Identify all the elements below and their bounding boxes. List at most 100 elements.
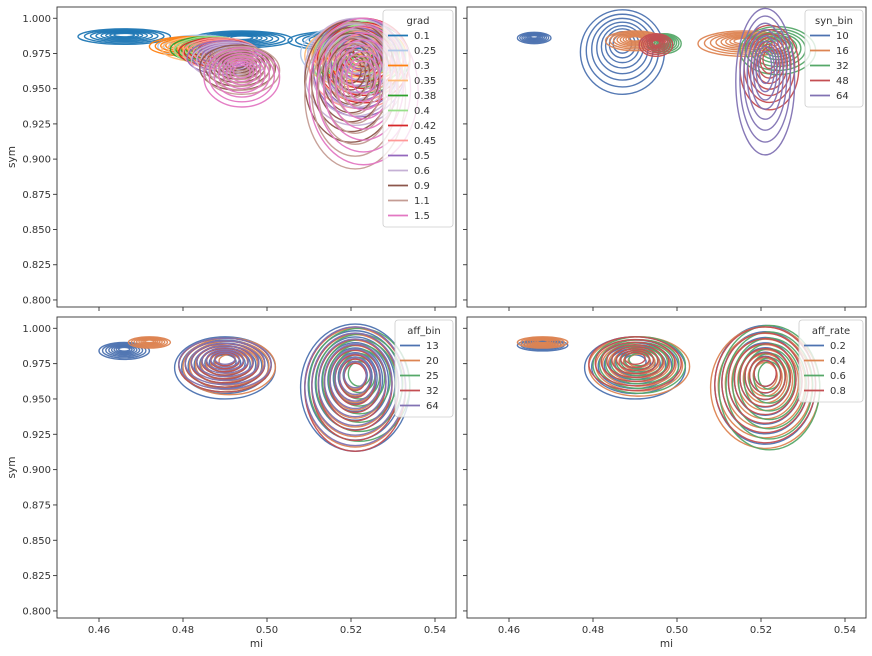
contour-level-3 (323, 343, 387, 418)
legend-label: 64 (836, 91, 849, 102)
legend-label: 0.4 (414, 106, 430, 117)
legend-label: 16 (836, 46, 849, 57)
contour-level-4 (611, 346, 659, 375)
contour-layer (516, 7, 817, 156)
legend-label: 32 (836, 61, 849, 72)
legend-label: 25 (426, 371, 439, 382)
contour-level-6 (229, 62, 255, 83)
x-tick-label: 0.52 (340, 625, 362, 636)
legend-label: 64 (426, 401, 439, 412)
y-tick-label: 0.800 (22, 295, 51, 306)
legend-box (394, 319, 454, 418)
legend-label: 0.4 (830, 356, 846, 367)
legend-label: 0.38 (414, 91, 436, 102)
contour-level-3 (196, 344, 254, 378)
legend: syn_bin 10 16 32 48 64 (804, 9, 864, 108)
x-tick-label: 0.46 (498, 625, 520, 636)
contour-level-4 (754, 40, 785, 85)
y-tick-label: 0.900 (22, 465, 51, 476)
legend-title: grad (407, 16, 430, 27)
x-tick-label: 0.54 (424, 625, 446, 636)
contour-level-0 (735, 7, 796, 156)
contour-level-7 (624, 351, 646, 366)
contour-level-7 (343, 360, 367, 389)
contour-level-1 (208, 48, 276, 91)
legend-label: 10 (836, 31, 849, 42)
contour-level-6 (338, 59, 372, 107)
contour-level-4 (222, 54, 262, 81)
y-tick-label: 0.950 (22, 84, 51, 95)
contour-level-0 (203, 45, 281, 96)
y-tick-label: 0.925 (22, 430, 51, 441)
legend: aff_rate 0.2 0.4 0.6 0.8 (798, 319, 864, 403)
contour-level-1 (184, 340, 266, 386)
x-axis-label: mi (250, 638, 263, 650)
y-tick-label: 0.975 (22, 49, 51, 60)
contour-level-7 (113, 32, 136, 38)
contour-level-4 (201, 347, 249, 374)
x-tick-label: 0.50 (666, 625, 688, 636)
legend-label: 13 (426, 341, 439, 352)
contour-level-5 (334, 54, 377, 115)
contour-level-6 (338, 45, 372, 80)
contour-level-6 (338, 356, 372, 396)
legend-box (798, 319, 864, 403)
legend-label: 0.42 (414, 121, 436, 132)
contour-level-3 (733, 343, 797, 416)
contour-level-3 (645, 36, 667, 52)
contour-level-0 (77, 28, 172, 46)
contour-level-7 (350, 60, 377, 95)
contour-level-2 (190, 342, 260, 382)
contour-level-7 (758, 50, 773, 85)
contour-level-5 (332, 351, 378, 405)
legend-label: 32 (426, 386, 439, 397)
contour-level-2 (600, 341, 670, 383)
legend-label: 0.2 (830, 341, 846, 352)
y-tick-label: 0.975 (22, 359, 51, 370)
legend-label: 0.8 (830, 386, 846, 397)
x-axis-label: mi (660, 638, 673, 650)
legend-box (804, 9, 864, 108)
panel-bottom-right: 0.46 0.48 0.50 0.52 0.54 mi aff_rate 0.2 0.4 0.6 0… (463, 316, 867, 650)
legend-title: aff_rate (812, 326, 850, 337)
contour-level-1 (739, 15, 792, 143)
legend-label: 0.5 (414, 151, 430, 162)
contour-level-5 (225, 56, 258, 78)
contour-level-2 (213, 53, 271, 98)
y-tick-label: 1.000 (22, 324, 51, 335)
series-0.8 (588, 326, 817, 444)
contour-level-1 (101, 342, 147, 359)
contour-level-0 (178, 337, 272, 390)
contour-level-3 (606, 343, 664, 379)
x-tick-label: 0.48 (582, 625, 604, 636)
y-tick-label: 0.875 (22, 500, 51, 511)
legend-label: 0.1 (414, 31, 430, 42)
series-64 (735, 7, 796, 156)
contour-level-0 (98, 341, 151, 361)
contour-level-7 (117, 346, 131, 352)
plot-frame (466, 6, 867, 308)
contour-level-6 (345, 55, 382, 103)
legend-title: syn_bin (815, 16, 853, 27)
legend-title: aff_bin (407, 326, 440, 337)
contour-level-7 (144, 339, 155, 344)
legend-label: 0.35 (414, 76, 436, 87)
legend-label: 0.45 (414, 136, 436, 147)
contour-level-7 (232, 64, 251, 79)
y-tick-label: 0.900 (22, 155, 51, 166)
contour-level-5 (334, 352, 377, 402)
y-axis-label: sym (6, 146, 18, 168)
contour-level-4 (329, 348, 382, 410)
x-tick-label: 0.46 (88, 625, 110, 636)
legend-label: 0.3 (414, 61, 430, 72)
contour-level-6 (748, 356, 782, 394)
contour-level-4 (646, 37, 666, 50)
series-64 (178, 326, 407, 447)
y-tick-label: 0.825 (22, 571, 51, 582)
contour-level-1 (594, 338, 676, 387)
y-tick-label: 0.850 (22, 225, 51, 236)
contour-level-0 (638, 33, 674, 57)
legend: grad 0.1 0.25 0.3 0.35 0.38 0.4 0.42 0.45 0.5 0.6 0… (382, 9, 454, 228)
y-tick-label: 0.875 (22, 190, 51, 201)
y-tick-label: 1.000 (22, 14, 51, 25)
